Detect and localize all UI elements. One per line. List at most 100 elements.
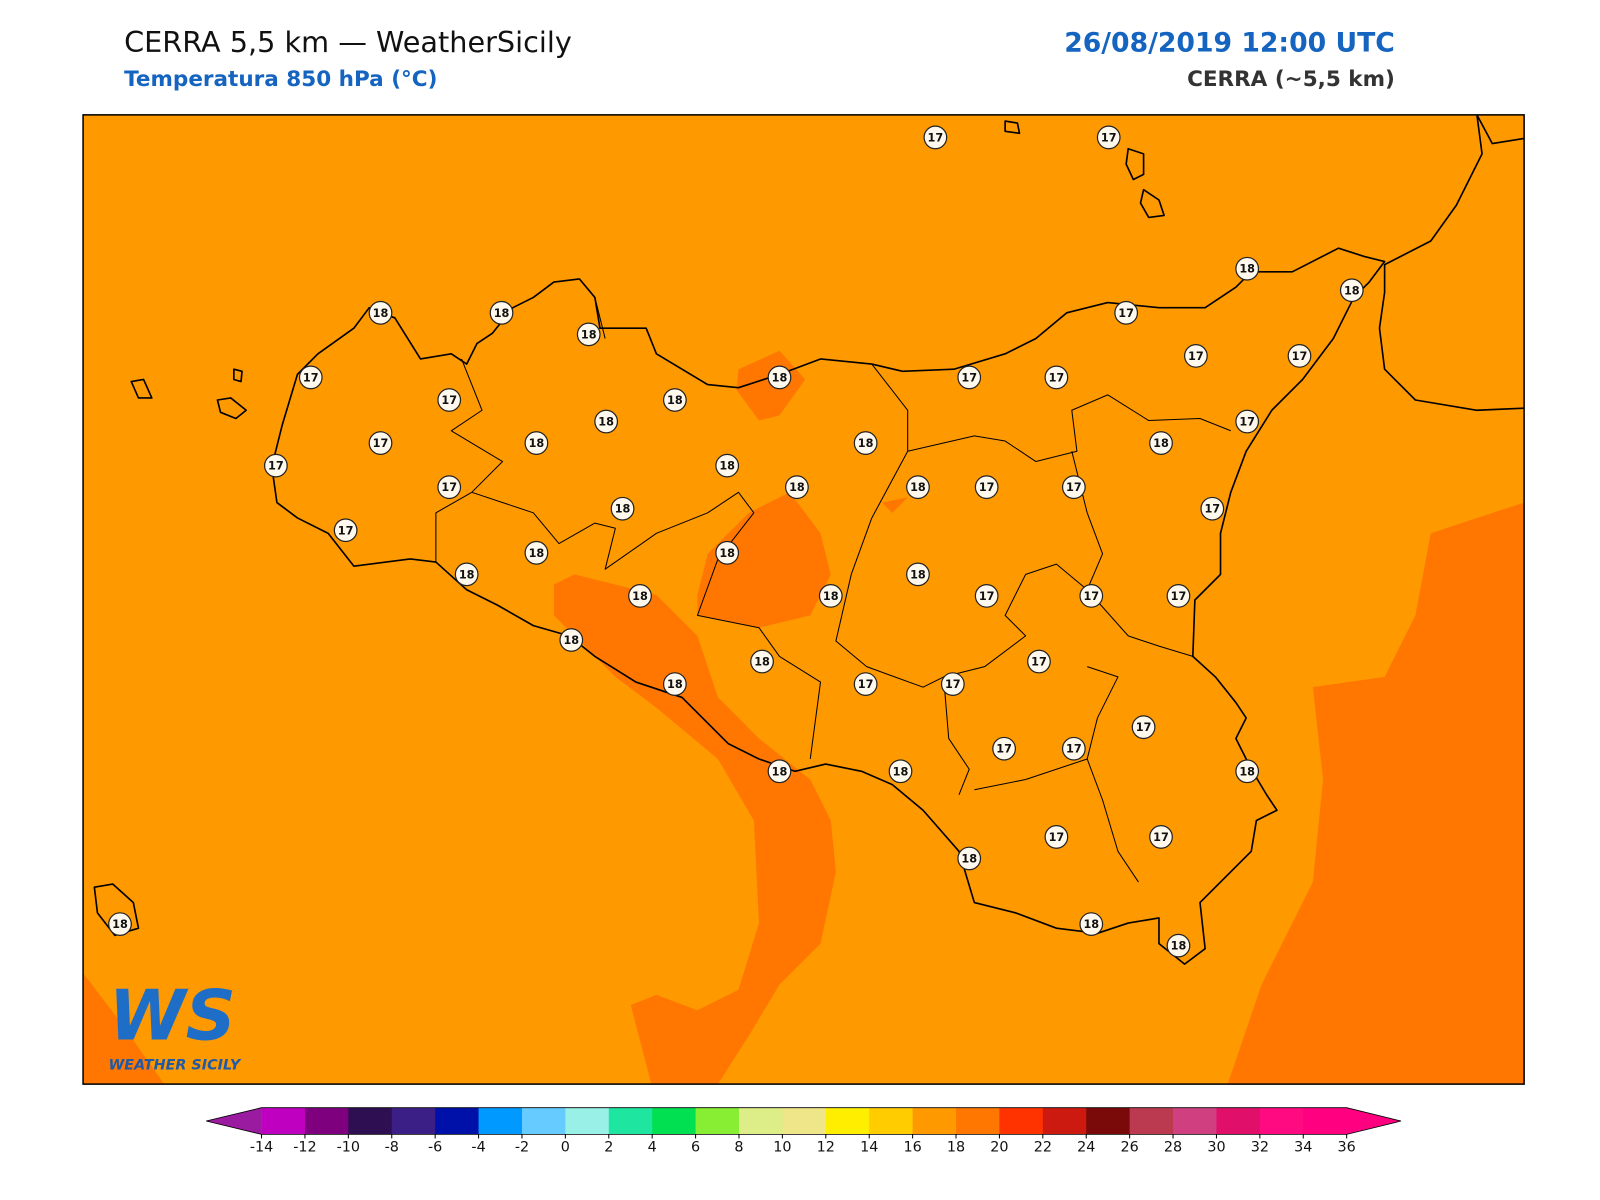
station-marker: [610, 496, 635, 521]
station-marker: [767, 365, 792, 390]
station-value: 18: [1239, 765, 1255, 778]
station-marker: [818, 583, 843, 608]
province-borders: [435, 297, 1231, 883]
colorbar-tick-label: 28: [1164, 1140, 1182, 1156]
station-value: 18: [893, 765, 909, 778]
sicily-coast: [270, 247, 1386, 965]
station-value: 17: [1101, 131, 1117, 144]
station-value: 18: [667, 678, 683, 691]
station-marker: [524, 540, 549, 565]
colorbar-segment: [261, 1107, 306, 1135]
station-marker: [1184, 343, 1208, 368]
station-marker: [957, 365, 982, 390]
station-marker: [368, 300, 393, 325]
station-marker: [888, 759, 913, 784]
station-marker: [576, 322, 601, 347]
station-value: 17: [441, 481, 457, 494]
colorbar-tick-label: -10: [337, 1140, 360, 1156]
colorbar-segment: [1129, 1107, 1174, 1135]
colorbar-segment: [912, 1107, 957, 1135]
station-marker: [524, 431, 549, 455]
station-marker: [298, 365, 323, 390]
colorbar-segment: [1259, 1107, 1304, 1135]
station-marker: [628, 583, 652, 608]
station-marker: [1061, 475, 1086, 500]
station-value: 18: [910, 481, 926, 494]
warm-area: [736, 350, 806, 421]
station-value: 18: [1344, 284, 1360, 297]
station-marker: [906, 562, 930, 587]
colorbar-segment: [478, 1107, 523, 1135]
colorbar-segment: [738, 1107, 783, 1135]
colorbar-segment: [869, 1107, 914, 1135]
station-value: 17: [1049, 831, 1065, 844]
warm-area: [697, 492, 831, 628]
colorbar-segment: [1216, 1107, 1261, 1135]
logo-name: WEATHER SICILY: [108, 1058, 241, 1074]
colorbar-segment: [435, 1107, 480, 1135]
colorbar-segment: [695, 1107, 740, 1135]
colorbar-tick-label: 26: [1121, 1140, 1139, 1156]
subtitle: Temperatura 850 hPa (°C): [124, 67, 437, 92]
colorbar-tick-label: -6: [428, 1140, 442, 1156]
station-marker: [263, 453, 288, 478]
station-marker: [992, 736, 1016, 761]
colorbar-segment: [1173, 1107, 1217, 1135]
station-marker: [1200, 496, 1225, 521]
station-marker: [853, 672, 878, 696]
station-marker: [662, 672, 687, 696]
station-value: 17: [1118, 307, 1134, 320]
station-marker: [1131, 715, 1156, 740]
station-value: 18: [459, 568, 475, 581]
colorbar-segment: [1042, 1107, 1087, 1135]
station-value: 18: [719, 547, 735, 560]
mainland-coast: [1378, 114, 1525, 412]
station-marker: [1044, 365, 1069, 390]
station-value: 17: [1292, 350, 1308, 363]
station-value: 18: [961, 852, 977, 865]
colorbar-segment: [782, 1107, 827, 1135]
station-value: 18: [772, 371, 788, 384]
station-value: 18: [632, 590, 648, 603]
station-marker: [1287, 343, 1312, 368]
station-value: 18: [910, 568, 926, 581]
station-marker: [715, 453, 740, 478]
station-value: 18: [772, 765, 788, 778]
station-marker: [957, 846, 982, 871]
colorbar: -14 -12 -10 -8 -6 -4 -2 0 2 4 6 8 10 12 14 16 18 20 22 24 26…: [206, 1107, 1402, 1156]
station-value: 17: [1066, 743, 1082, 756]
colorbar-segment: [521, 1107, 566, 1135]
station-marker: [1061, 736, 1086, 761]
colorbar-segment: [304, 1107, 349, 1135]
colorbar-segment: [999, 1107, 1044, 1135]
logo: WS WEATHER SICILY: [108, 976, 241, 1074]
station-value: 18: [1171, 940, 1187, 953]
station-marker: [437, 388, 462, 412]
station-value: 18: [563, 634, 579, 647]
colorbar-tick-label: 16: [903, 1140, 921, 1156]
colorbar-segment: [652, 1107, 697, 1135]
islands: [93, 120, 1165, 937]
colorbar-tick-label: 6: [691, 1140, 700, 1156]
station-marker: [333, 518, 358, 543]
station-marker: [1096, 125, 1121, 150]
station-marker: [974, 583, 999, 608]
station-value: 17: [1049, 371, 1065, 384]
colorbar-tick-label: 12: [817, 1140, 835, 1156]
station-marker: [853, 431, 878, 455]
station-value: 17: [338, 524, 354, 537]
colorbar-tick-label: 22: [1034, 1140, 1052, 1156]
colorbar-segment: [1086, 1107, 1131, 1135]
station-marker: [974, 475, 999, 500]
station-value: 17: [996, 743, 1012, 756]
station-value: 18: [598, 416, 614, 429]
colorbar-segment: [565, 1107, 610, 1135]
colorbar-tick-label: 32: [1251, 1140, 1269, 1156]
colorbar-segment: [1303, 1107, 1348, 1135]
station-value: 17: [1204, 503, 1220, 516]
station-marker: [1027, 649, 1051, 674]
station-marker: [559, 628, 584, 652]
station-marker: [1149, 825, 1173, 849]
colorbar-tick-label: 24: [1077, 1140, 1095, 1156]
station-marker: [1339, 278, 1364, 303]
